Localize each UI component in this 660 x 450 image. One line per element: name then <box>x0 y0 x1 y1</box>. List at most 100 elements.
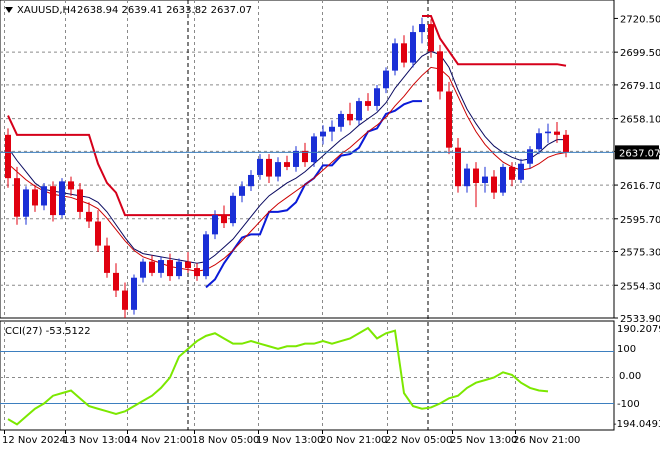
time-tick-label: 18 Nov 05:00 <box>192 435 259 446</box>
price-panel-frame <box>0 0 615 319</box>
candle <box>32 184 38 212</box>
candle <box>554 121 560 143</box>
candle <box>401 35 407 68</box>
candle-body <box>329 126 335 132</box>
candle <box>464 163 470 193</box>
candle <box>266 154 272 183</box>
candle <box>536 128 542 155</box>
price-tick-label: 2533.90 <box>620 314 660 325</box>
current-price-badge: 2637.07 <box>615 145 660 160</box>
candle <box>437 44 443 100</box>
price-tick-label: 2679.10 <box>620 81 660 92</box>
candle <box>293 146 299 172</box>
candle <box>446 81 452 155</box>
candle-body <box>41 186 47 206</box>
time-tick-label: 20 Nov 21:00 <box>320 435 387 446</box>
candle-body <box>104 245 110 273</box>
candle-body <box>203 234 209 277</box>
moving-average-dark-segment <box>7 50 566 264</box>
candle <box>68 176 74 196</box>
candle-body <box>194 268 200 277</box>
candle-body <box>482 176 488 183</box>
candle-body <box>563 134 569 153</box>
candle <box>356 97 362 126</box>
candle-body <box>437 51 443 92</box>
candle <box>212 210 218 240</box>
candle-body <box>275 162 281 177</box>
candle <box>410 25 416 68</box>
candle <box>167 253 173 281</box>
candle <box>5 128 11 188</box>
candle-body <box>140 261 146 278</box>
time-tick-label: 25 Nov 13:00 <box>450 435 517 446</box>
candle-body <box>473 168 479 183</box>
price-grid <box>0 0 614 430</box>
candlestick-series[interactable] <box>5 17 569 318</box>
price-badge-background <box>615 145 659 160</box>
candle <box>122 282 128 318</box>
candle <box>140 258 146 283</box>
candle-body <box>221 215 227 224</box>
candle-body <box>446 91 452 148</box>
candle <box>428 19 434 58</box>
candle-body <box>50 186 56 216</box>
candle <box>383 67 389 94</box>
cci-panel-frame <box>0 320 615 431</box>
candle <box>104 237 110 278</box>
candle-body <box>491 176 497 193</box>
candle-body <box>356 101 362 121</box>
cci-grid <box>0 321 614 430</box>
candle-body <box>266 158 272 177</box>
candle-body <box>383 70 389 89</box>
candle-body <box>68 181 74 190</box>
candle-body <box>311 136 317 163</box>
candle <box>131 274 137 315</box>
time-tick-label: 14 Nov 21:00 <box>125 435 192 446</box>
candle <box>374 85 380 111</box>
candle <box>113 263 119 297</box>
candle-body <box>77 189 83 212</box>
moving-average-red-segment <box>7 66 567 272</box>
price-tick-label: 2699.50 <box>620 48 660 59</box>
candle-body <box>131 277 137 310</box>
trailing-stop-red-segment <box>422 15 567 67</box>
price-panel[interactable] <box>0 0 615 430</box>
candle-body <box>527 149 533 164</box>
candle-body <box>14 178 20 217</box>
candle <box>59 178 65 219</box>
price-tick-label: 2575.30 <box>620 248 660 259</box>
candle <box>50 181 56 222</box>
candle-body <box>410 32 416 63</box>
cci-level-minus100-label: -100 <box>617 399 640 410</box>
cci-panel[interactable]: CCI(27) -53.5122 <box>0 320 615 431</box>
price-tick-label: 2554.30 <box>620 281 660 292</box>
candle <box>77 182 83 219</box>
candle <box>482 166 488 193</box>
candle-body <box>158 260 164 273</box>
candle <box>86 202 92 228</box>
candle-body <box>113 272 119 291</box>
candle <box>320 125 326 145</box>
candle-body <box>23 189 29 217</box>
candle-body <box>536 133 542 150</box>
candle-body <box>554 131 560 135</box>
chart-header: XAUUSD,H4 2638.94 2639.41 2633.82 2637.0… <box>5 5 252 16</box>
candle-body <box>284 162 290 167</box>
symbol-label: XAUUSD,H4 <box>17 5 76 16</box>
candle <box>545 123 551 143</box>
candle-body <box>500 166 506 193</box>
candle-body <box>347 113 353 121</box>
candle-body <box>149 261 155 273</box>
dropdown-triangle-icon[interactable] <box>5 7 13 13</box>
candle-body <box>230 195 236 224</box>
cci-zero-label: 0.00 <box>619 371 641 382</box>
candle <box>302 142 308 167</box>
candle <box>257 154 263 180</box>
candle-body <box>185 261 191 269</box>
candle-body <box>248 174 254 187</box>
candle <box>473 162 479 208</box>
candle-body <box>239 186 245 196</box>
